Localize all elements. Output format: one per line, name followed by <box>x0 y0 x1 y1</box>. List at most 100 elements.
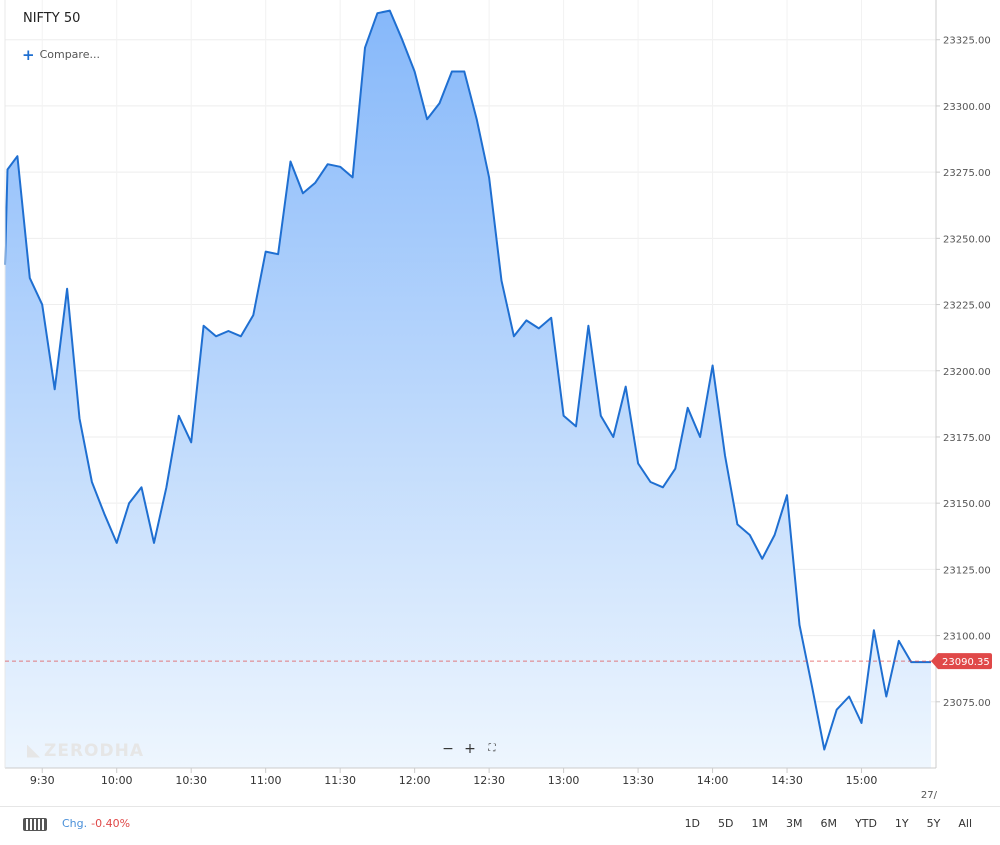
data-point[interactable] <box>238 333 244 339</box>
data-point[interactable] <box>747 532 753 538</box>
data-point[interactable] <box>834 707 840 713</box>
data-point[interactable] <box>27 275 33 281</box>
data-point[interactable] <box>300 190 306 196</box>
zoom-in-button[interactable]: + <box>464 741 476 757</box>
plus-icon: + <box>22 45 35 64</box>
range-5d[interactable]: 5D <box>718 817 734 830</box>
data-point[interactable] <box>151 540 157 546</box>
data-point[interactable] <box>474 116 480 122</box>
data-point[interactable] <box>449 69 455 75</box>
data-point[interactable] <box>796 622 802 628</box>
range-1m[interactable]: 1M <box>751 817 769 830</box>
data-point[interactable] <box>734 521 740 527</box>
data-point[interactable] <box>362 45 368 51</box>
data-point[interactable] <box>412 69 418 75</box>
data-point[interactable] <box>374 10 380 16</box>
data-point[interactable] <box>201 323 207 329</box>
range-6m[interactable]: 6M <box>820 817 838 830</box>
data-point[interactable] <box>39 302 45 308</box>
data-point[interactable] <box>114 540 120 546</box>
data-point[interactable] <box>859 720 865 726</box>
data-point[interactable] <box>188 439 194 445</box>
data-point[interactable] <box>685 405 691 411</box>
data-point[interactable] <box>14 153 20 159</box>
data-point[interactable] <box>660 484 666 490</box>
data-point[interactable] <box>635 460 641 466</box>
data-point[interactable] <box>846 693 852 699</box>
price-chart[interactable]: 23075.00 23100.00 23125.00 23150.00 23175.00… <box>0 0 1000 806</box>
data-point[interactable] <box>126 500 132 506</box>
data-point[interactable] <box>163 484 169 490</box>
data-point[interactable] <box>387 8 393 14</box>
zoom-controls: − + ⛶ <box>437 740 505 758</box>
y-tick-label: 23100.00 <box>943 632 991 643</box>
data-point[interactable] <box>399 37 405 43</box>
data-point[interactable] <box>573 423 579 429</box>
data-point[interactable] <box>722 453 728 459</box>
data-point[interactable] <box>585 323 591 329</box>
data-point[interactable] <box>623 384 629 390</box>
zoom-out-button[interactable]: − <box>442 741 454 757</box>
data-point[interactable] <box>697 434 703 440</box>
data-point[interactable] <box>598 413 604 419</box>
data-point[interactable] <box>176 413 182 419</box>
data-point[interactable] <box>312 180 318 186</box>
data-point[interactable] <box>784 492 790 498</box>
range-ytd[interactable]: YTD <box>855 817 877 830</box>
keyboard-icon[interactable] <box>23 818 47 831</box>
fullscreen-icon[interactable]: ⛶ <box>488 743 496 754</box>
data-point[interactable] <box>921 659 927 665</box>
data-point[interactable] <box>263 249 269 255</box>
data-point[interactable] <box>610 434 616 440</box>
series-line <box>4 9 931 751</box>
y-tick-label: 23075.00 <box>943 698 991 709</box>
data-point[interactable] <box>288 159 294 165</box>
range-3m[interactable]: 3M <box>786 817 803 830</box>
data-point[interactable] <box>710 362 716 368</box>
data-point[interactable] <box>759 556 765 562</box>
data-point[interactable] <box>436 100 442 106</box>
chg-value: -0.40% <box>91 817 131 830</box>
data-point[interactable] <box>64 286 70 292</box>
data-point[interactable] <box>511 333 517 339</box>
data-point[interactable] <box>647 479 653 485</box>
data-point[interactable] <box>52 386 58 392</box>
data-point[interactable] <box>424 116 430 122</box>
data-point[interactable] <box>772 532 778 538</box>
data-point[interactable] <box>350 174 356 180</box>
x-tick-label: 14:00 <box>697 774 729 787</box>
data-point[interactable] <box>76 415 82 421</box>
data-point[interactable] <box>325 161 331 167</box>
data-point[interactable] <box>275 251 281 257</box>
data-point[interactable] <box>672 466 678 472</box>
compare-button[interactable]: + Compare... <box>22 45 100 64</box>
y-tick-label: 23175.00 <box>943 433 991 444</box>
data-point[interactable] <box>821 746 827 752</box>
y-tick-label: 23300.00 <box>943 102 991 113</box>
data-point[interactable] <box>499 278 505 284</box>
data-point[interactable] <box>809 683 815 689</box>
data-point[interactable] <box>139 484 145 490</box>
axes <box>4 0 940 773</box>
range-1y[interactable]: 1Y <box>894 817 909 830</box>
data-point[interactable] <box>486 174 492 180</box>
data-point[interactable] <box>883 693 889 699</box>
data-point[interactable] <box>523 317 529 323</box>
data-point[interactable] <box>536 325 542 331</box>
data-point[interactable] <box>461 69 467 75</box>
range-all[interactable]: All <box>958 817 972 830</box>
data-point[interactable] <box>250 312 256 318</box>
range-5y[interactable]: 5Y <box>926 817 941 830</box>
range-1d[interactable]: 1D <box>684 817 701 830</box>
data-point[interactable] <box>337 164 343 170</box>
data-point[interactable] <box>548 315 554 321</box>
data-point[interactable] <box>908 659 914 665</box>
data-point[interactable] <box>213 333 219 339</box>
data-point[interactable] <box>101 511 107 517</box>
data-point[interactable] <box>871 627 877 633</box>
data-point[interactable] <box>561 413 567 419</box>
tick-labels: 23075.00 23100.00 23125.00 23150.00 23175.00… <box>30 36 991 801</box>
data-point[interactable] <box>89 479 95 485</box>
data-point[interactable] <box>896 638 902 644</box>
data-point[interactable] <box>225 328 231 334</box>
